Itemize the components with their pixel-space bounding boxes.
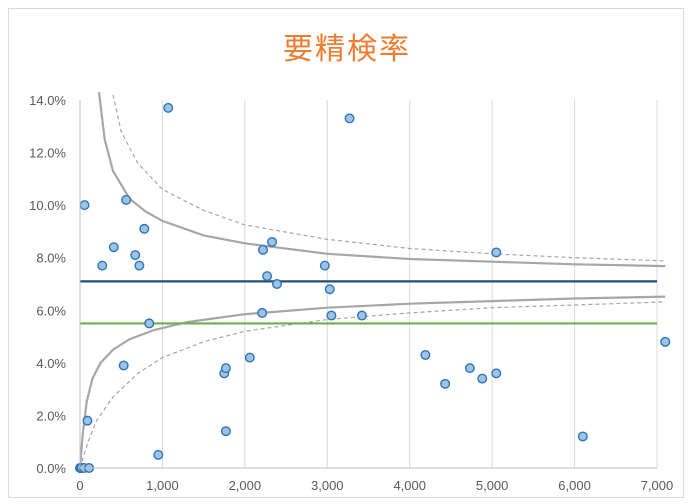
y-tick-label: 2.0% (36, 408, 66, 423)
data-point (491, 247, 502, 258)
y-tick-label: 10.0% (29, 198, 66, 213)
data-point (121, 194, 132, 205)
lower-solid-limit (78, 295, 666, 469)
data-point (491, 368, 502, 379)
data-point (344, 113, 355, 124)
data-point (324, 284, 335, 295)
data-point (257, 244, 268, 255)
data-point (163, 102, 174, 113)
x-tick-label: 3,000 (311, 478, 344, 493)
chart-title: 要精検率 (283, 32, 411, 67)
data-point (577, 431, 588, 442)
axes: 0 1,000 2,000 3,000 4,000 5,000 6,000 7,000 0.0%… (29, 93, 673, 493)
y-tick-label: 6.0% (36, 303, 66, 318)
data-point (464, 363, 475, 374)
x-tick-label: 2,000 (229, 478, 262, 493)
funnel-limits (78, 91, 666, 469)
x-tick-label: 4,000 (393, 478, 426, 493)
data-point (262, 271, 273, 282)
data-point (82, 415, 93, 426)
data-point (477, 373, 488, 384)
y-tick-label: 8.0% (36, 251, 66, 266)
reference-lines (80, 280, 657, 325)
data-point (257, 307, 268, 318)
x-tick-label: 6,000 (558, 478, 591, 493)
x-tick-label: 7,000 (641, 478, 674, 493)
chart-frame (8, 8, 684, 498)
data-point (130, 250, 141, 261)
data-point (220, 426, 231, 437)
data-point (139, 223, 150, 234)
data-point (153, 449, 164, 460)
y-tick-label: 12.0% (29, 146, 66, 161)
data-point (420, 349, 431, 360)
lower-dashed-limit (79, 301, 666, 469)
data-point (118, 360, 129, 371)
upper-solid-limit (97, 91, 666, 268)
data-point (144, 318, 155, 329)
y-tick-label: 14.0% (29, 93, 66, 108)
data-point (220, 363, 231, 374)
y-tick-label: 4.0% (36, 356, 66, 371)
grid-lines (161, 100, 658, 468)
data-points (74, 102, 671, 474)
data-point (244, 352, 255, 363)
y-tick-label: 0.0% (36, 461, 66, 476)
data-point (134, 260, 145, 271)
data-point (272, 279, 283, 290)
data-point (108, 242, 119, 253)
x-tick-label: 1,000 (146, 478, 179, 493)
data-point (440, 378, 451, 389)
data-point (97, 260, 108, 271)
data-point (79, 200, 90, 211)
data-point (660, 336, 671, 347)
upper-dashed-limit (112, 94, 666, 262)
x-tick-label: 0 (76, 478, 83, 493)
data-point (356, 310, 367, 321)
data-point (267, 236, 278, 247)
data-point (326, 310, 337, 321)
x-tick-label: 5,000 (476, 478, 509, 493)
data-point (319, 260, 330, 271)
